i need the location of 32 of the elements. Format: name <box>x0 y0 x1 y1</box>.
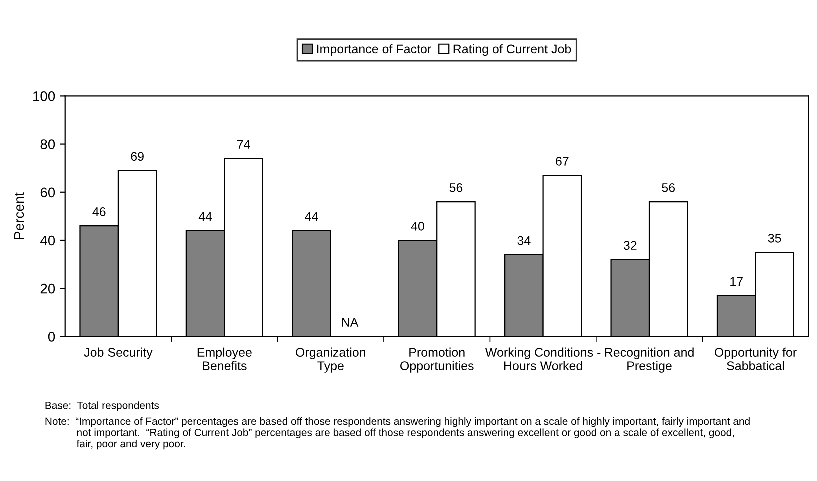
data-label: 40 <box>411 222 424 231</box>
text: Base: Total respondents <box>46 402 160 412</box>
data-label: 46 <box>92 208 106 216</box>
data-label: 69 <box>131 152 144 162</box>
x-tick-label: Opportunity for Sabbatical <box>714 348 797 370</box>
legend-label: Rating of Current Job <box>454 44 572 56</box>
data-label: 74 <box>237 140 250 149</box>
y-tick-label: 60 <box>40 188 56 198</box>
y-tick-label: 20 <box>40 284 56 294</box>
y-tick-label: 0 <box>48 332 56 342</box>
y-tick-label: 100 <box>34 92 56 102</box>
text: Note: “Importance of Factor” percentages are based off those respondents answering highly important on a scale of highly important, fairly important and not important. “Rating of Current Job” percentages are based off those respondents answering excellent or good on a scale of excellent, good, fair, poor and very poor. <box>46 418 750 450</box>
data-label: 35 <box>768 234 782 243</box>
data-label: 56 <box>662 183 676 192</box>
x-tick-label: Promotion Opportunities <box>400 348 474 373</box>
data-label: 17 <box>730 277 743 286</box>
data-label: 44 <box>198 212 212 222</box>
data-label: 32 <box>624 241 637 250</box>
legend-label: Importance of Factor <box>317 44 432 56</box>
data-label: 44 <box>305 212 318 222</box>
x-tick-label: Employee Benefits <box>198 348 252 370</box>
data-label: 34 <box>518 236 531 246</box>
y-axis-title: Percent <box>14 192 24 240</box>
text: NA <box>342 318 359 327</box>
data-label: 56 <box>450 183 463 192</box>
x-tick-label: Recognition and Prestige <box>605 348 694 373</box>
data-label: 67 <box>556 157 569 166</box>
x-tick-label: Organization Type <box>296 348 366 373</box>
y-tick-label: 80 <box>40 140 56 150</box>
y-tick-label: 40 <box>40 236 56 246</box>
x-tick-label: Working Conditions - Hours Worked <box>485 348 601 370</box>
x-tick-label: Job Security <box>84 348 153 360</box>
